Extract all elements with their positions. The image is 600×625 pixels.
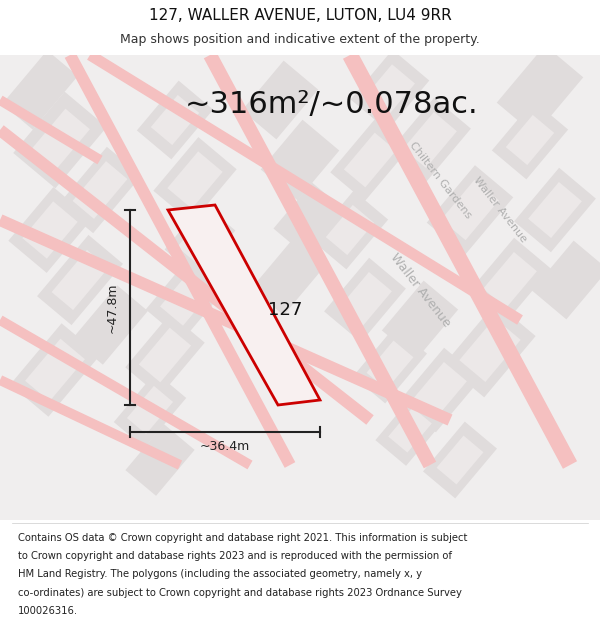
Polygon shape [532,241,600,319]
Polygon shape [324,258,406,343]
Text: 127: 127 [268,301,302,319]
Polygon shape [312,191,388,269]
Polygon shape [514,168,596,252]
Polygon shape [168,205,320,405]
Polygon shape [167,151,223,209]
Polygon shape [0,96,103,164]
Polygon shape [330,119,410,201]
Polygon shape [52,250,109,310]
Polygon shape [353,327,427,403]
Polygon shape [114,372,186,448]
Polygon shape [204,52,436,468]
Polygon shape [0,125,374,425]
Text: ~316m²/~0.078ac.: ~316m²/~0.078ac. [185,91,479,119]
Polygon shape [469,238,551,322]
Polygon shape [528,182,582,238]
Polygon shape [0,316,253,469]
Polygon shape [389,98,471,182]
Text: to Crown copyright and database rights 2023 and is reproduced with the permissio: to Crown copyright and database rights 2… [18,551,452,561]
Polygon shape [87,51,523,324]
Polygon shape [139,328,191,382]
Polygon shape [127,386,173,434]
Polygon shape [483,252,537,308]
Polygon shape [2,51,78,129]
Polygon shape [164,204,235,276]
Polygon shape [72,286,148,364]
Polygon shape [441,180,499,240]
Polygon shape [59,147,142,233]
Polygon shape [427,165,513,255]
Text: Chiltern Gardens: Chiltern Gardens [407,140,473,220]
Polygon shape [125,424,194,496]
Polygon shape [423,422,497,498]
Polygon shape [177,216,223,264]
Polygon shape [403,112,457,168]
Polygon shape [460,318,521,382]
Polygon shape [445,302,536,398]
Polygon shape [382,281,458,359]
Polygon shape [437,436,484,484]
Polygon shape [343,51,577,469]
Text: HM Land Registry. The polygons (including the associated geometry, namely x, y: HM Land Registry. The polygons (includin… [18,569,422,579]
Polygon shape [251,235,329,315]
Polygon shape [261,119,339,201]
Polygon shape [242,61,318,139]
Polygon shape [154,137,236,223]
Polygon shape [22,201,77,259]
Polygon shape [151,95,199,145]
Text: Waller Avenue: Waller Avenue [387,251,453,329]
Polygon shape [399,348,481,432]
Polygon shape [344,132,396,188]
Text: 100026316.: 100026316. [18,606,78,616]
Polygon shape [146,259,224,341]
Polygon shape [13,92,107,188]
Text: ~36.4m: ~36.4m [200,441,250,454]
Text: Contains OS data © Crown copyright and database right 2021. This information is : Contains OS data © Crown copyright and d… [18,532,467,542]
Polygon shape [30,109,90,171]
Polygon shape [388,408,432,452]
Polygon shape [160,274,210,326]
Polygon shape [8,187,92,273]
Polygon shape [492,101,568,179]
Polygon shape [367,341,413,389]
Polygon shape [326,205,374,255]
Polygon shape [37,235,123,325]
Polygon shape [137,81,213,159]
Polygon shape [376,394,445,466]
Polygon shape [0,214,452,426]
Text: 127, WALLER AVENUE, LUTON, LU4 9RR: 127, WALLER AVENUE, LUTON, LU4 9RR [149,8,451,23]
Text: Waller Avenue: Waller Avenue [472,176,529,244]
Polygon shape [65,52,295,468]
Polygon shape [0,376,182,469]
Polygon shape [338,272,392,328]
Polygon shape [274,182,347,258]
Polygon shape [497,45,583,135]
Polygon shape [351,49,429,131]
Polygon shape [25,339,85,401]
Text: Map shows position and indicative extent of the property.: Map shows position and indicative extent… [120,33,480,46]
Polygon shape [506,115,554,165]
Text: co-ordinates) are subject to Crown copyright and database rights 2023 Ordnance S: co-ordinates) are subject to Crown copyr… [18,588,462,598]
Polygon shape [413,362,467,418]
Polygon shape [73,161,127,219]
Polygon shape [10,323,100,417]
Polygon shape [365,64,415,116]
Text: ~47.8m: ~47.8m [106,282,119,332]
Polygon shape [125,314,205,396]
